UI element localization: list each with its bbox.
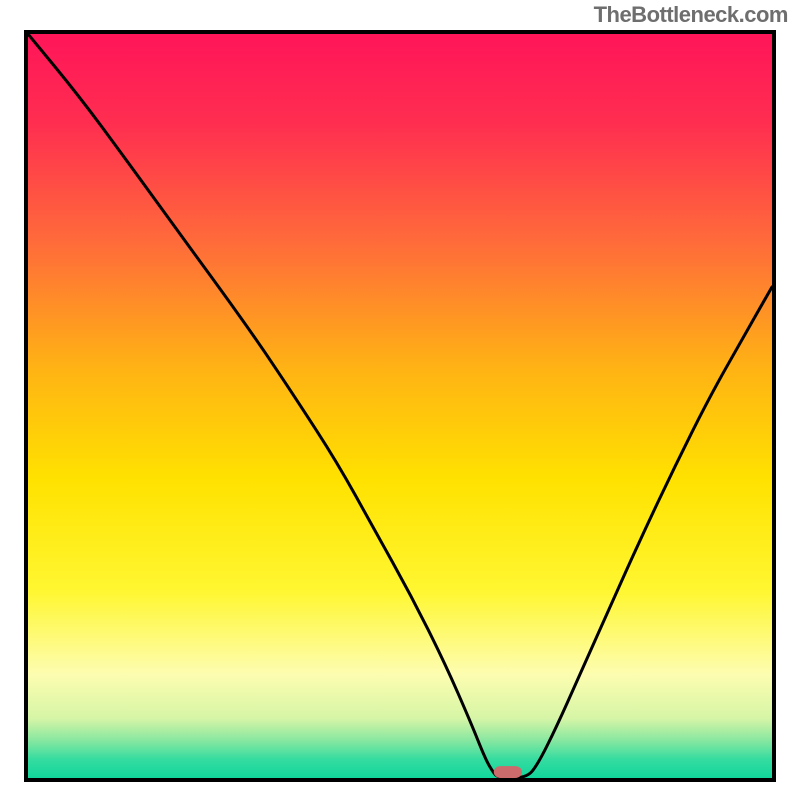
gradient-background xyxy=(28,34,772,778)
marker-pill xyxy=(494,766,522,778)
bottleneck-chart xyxy=(24,30,776,782)
chart-svg xyxy=(28,34,772,778)
watermark-text: TheBottleneck.com xyxy=(594,2,788,28)
